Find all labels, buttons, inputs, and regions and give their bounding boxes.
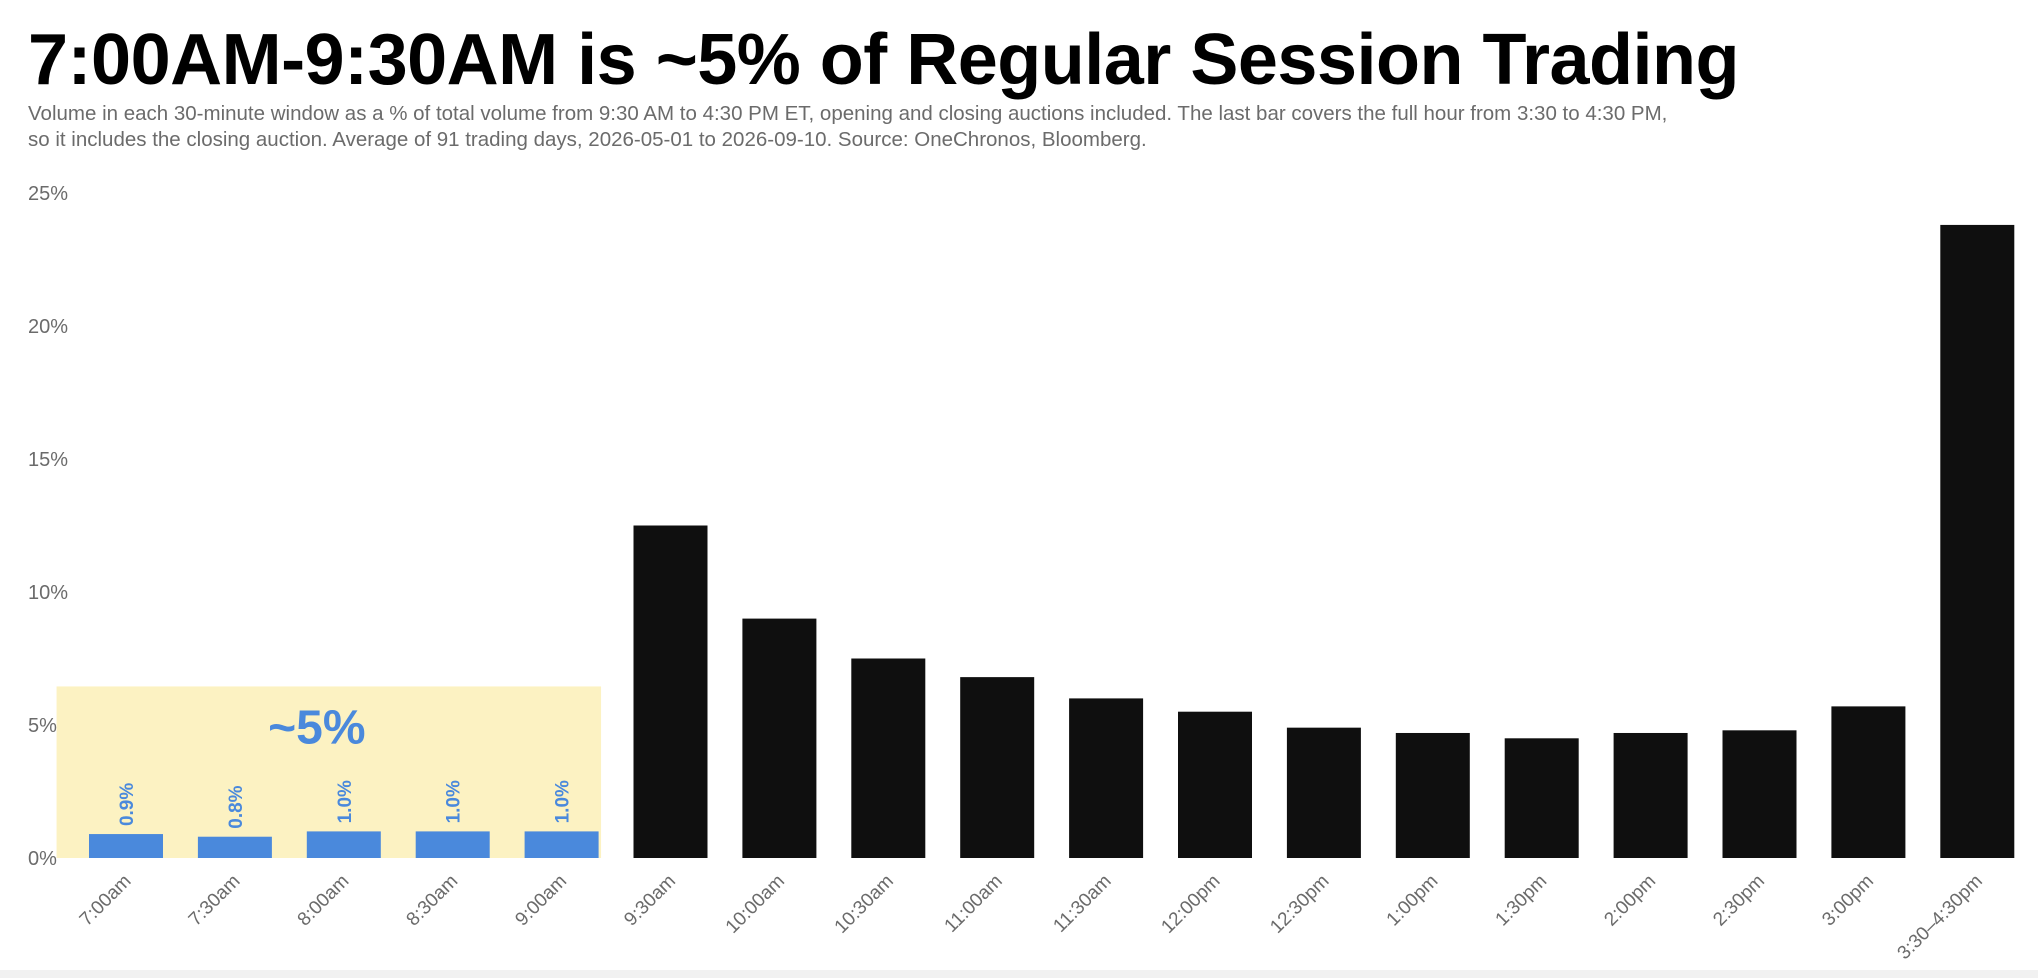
bar-data-label: 1.0%	[444, 780, 465, 823]
x-tick-label: 2:00pm	[1600, 871, 1660, 931]
bars	[89, 224, 2015, 859]
bar-3-00pm	[1831, 706, 1906, 858]
bar-1-00pm	[1395, 732, 1470, 858]
x-tick-label: 7:00am	[76, 871, 136, 931]
x-tick-label: 12:00pm	[1157, 871, 1224, 938]
premarket-highlight-layer: ~5%	[56, 686, 602, 858]
bar-11-00am	[960, 677, 1035, 858]
bar-data-label: 0.9%	[117, 783, 138, 826]
y-tick-label: 5%	[28, 715, 57, 737]
x-tick-label: 3:30–4:30pm	[1894, 871, 1987, 964]
x-tick-label: 12:30pm	[1266, 871, 1333, 938]
bar-2-30pm	[1722, 730, 1797, 858]
bar-3-30-4-30pm	[1940, 224, 2015, 859]
x-tick-label: 8:00am	[294, 871, 354, 931]
y-tick-label: 0%	[28, 848, 57, 870]
chart-title: 7:00AM-9:30AM is ~5% of Regular Session …	[28, 20, 1739, 100]
x-tick-label: 2:30pm	[1709, 871, 1769, 931]
x-tick-label: 10:00am	[722, 871, 789, 938]
bar-10-30am	[851, 658, 926, 858]
x-tick-label: 8:30am	[403, 871, 463, 931]
bar-12-30pm	[1286, 727, 1361, 858]
bar-data-label: 1.0%	[553, 780, 574, 823]
bar-9-00am	[524, 831, 599, 858]
premarket-highlight-box	[56, 686, 602, 858]
chart-subtitle: Volume in each 30-minute window as a % o…	[28, 102, 1668, 151]
bar-data-label: 1.0%	[335, 780, 356, 823]
x-tick-label: 3:00pm	[1818, 871, 1878, 931]
bar-12-00pm	[1178, 711, 1252, 858]
y-tick-label: 10%	[28, 582, 68, 604]
bottom-strip	[0, 970, 2038, 978]
y-tick-label: 20%	[28, 316, 68, 338]
x-tick-label: 9:00am	[511, 871, 571, 931]
bar-data-label: 0.8%	[226, 785, 247, 828]
data-labels: 0.9% 0.8% 1.0% 1.0% 1.0%	[117, 780, 574, 829]
premarket-total-label: ~5%	[268, 701, 365, 754]
x-axis: 7:00am 7:30am 8:00am 8:30am 9:00am 9:30am 10:0…	[76, 871, 1987, 964]
bar-11-30am	[1069, 698, 1144, 858]
y-axis: 0% 5% 10% 15% 20% 25%	[28, 183, 68, 870]
bar-2-00pm	[1613, 732, 1688, 858]
y-tick-label: 15%	[28, 449, 68, 471]
x-tick-label: 10:30am	[831, 871, 898, 938]
bar-9-30am	[633, 525, 708, 858]
bar-7-00am	[89, 834, 163, 858]
x-tick-label: 7:30am	[185, 871, 245, 931]
y-tick-label: 25%	[28, 183, 68, 205]
bar-8-00am	[306, 831, 381, 858]
bar-8-30am	[415, 831, 490, 858]
x-tick-label: 11:00am	[941, 871, 1007, 937]
x-tick-label: 11:30am	[1049, 871, 1115, 937]
bar-10-00am	[742, 618, 817, 858]
bar-1-30pm	[1504, 738, 1579, 858]
x-tick-label: 1:00pm	[1383, 871, 1443, 931]
x-tick-label: 1:30pm	[1492, 871, 1552, 931]
bar-7-30am	[197, 836, 272, 858]
x-tick-label: 9:30am	[620, 871, 680, 931]
